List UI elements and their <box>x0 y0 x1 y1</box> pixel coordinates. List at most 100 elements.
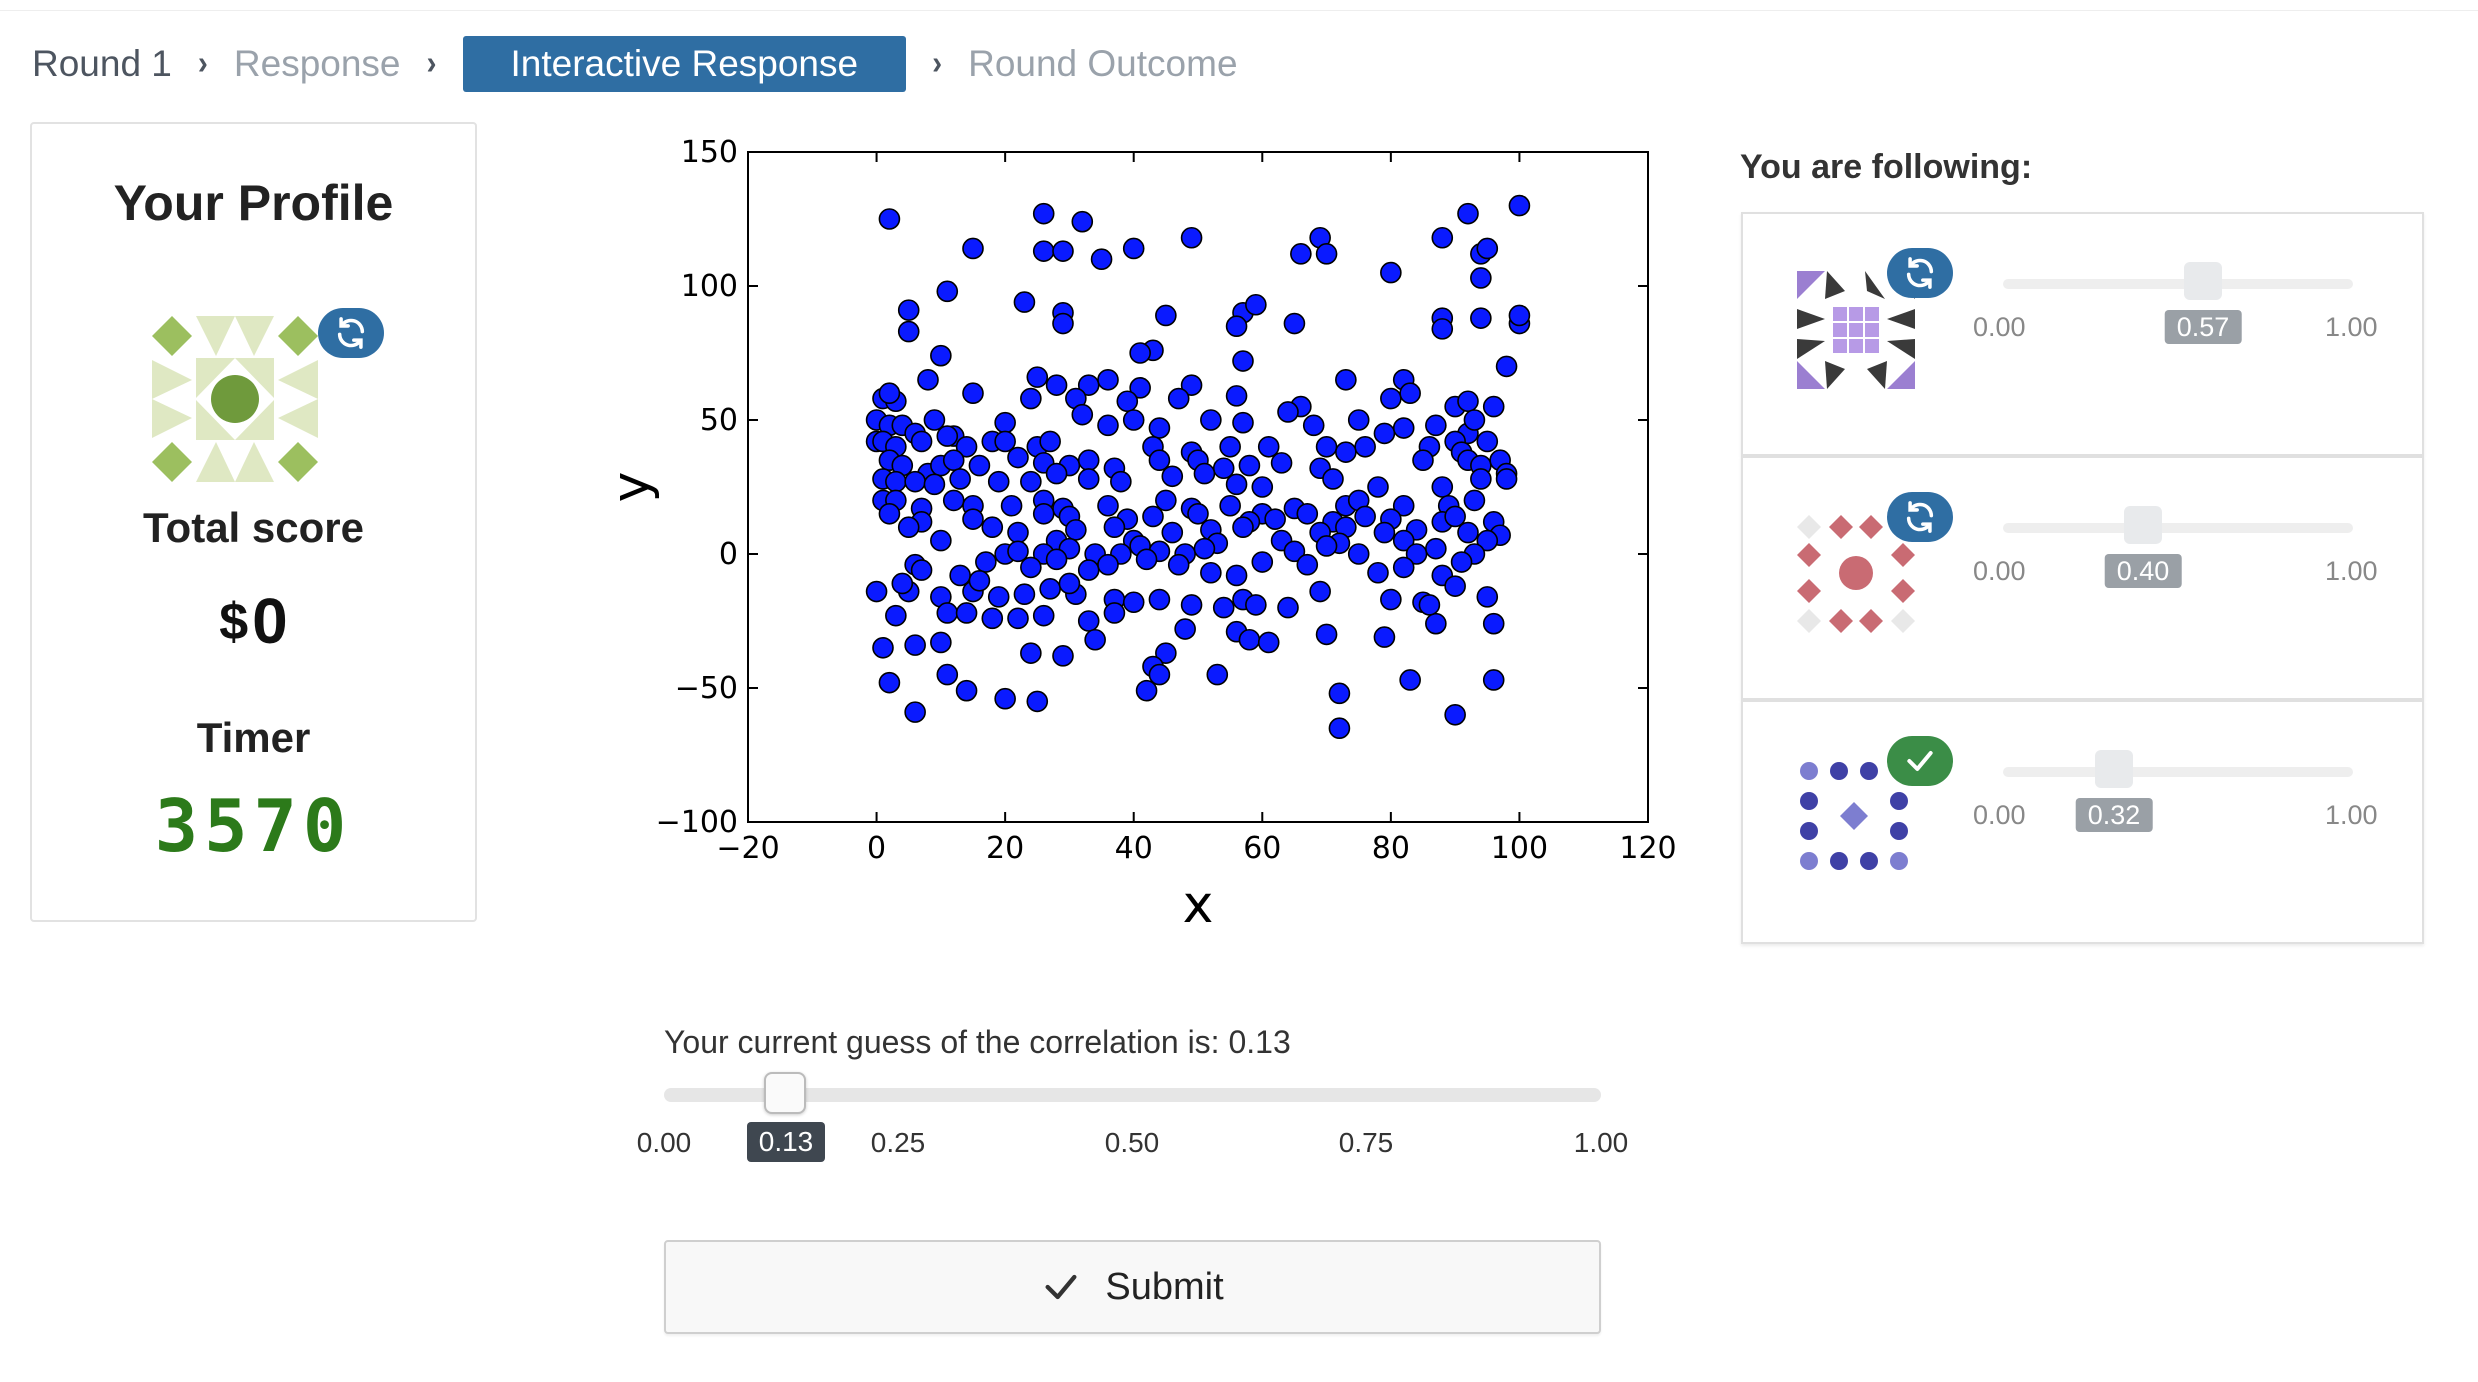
data-point <box>1238 628 1261 651</box>
breadcrumb-round-outcome: Round Outcome <box>968 43 1238 84</box>
data-point <box>1225 473 1248 496</box>
data-point <box>1296 502 1319 525</box>
data-point <box>968 454 991 477</box>
data-point <box>1000 494 1023 517</box>
slider-tick-label: 0.50 <box>1104 1127 1160 1158</box>
data-point <box>1052 312 1074 335</box>
data-point <box>1161 521 1184 544</box>
data-point <box>987 586 1010 608</box>
refresh-icon[interactable] <box>1887 248 1953 298</box>
x-tick-label: 120 <box>1619 831 1676 866</box>
data-point <box>1412 449 1434 472</box>
data-point <box>1026 690 1049 713</box>
data-point <box>949 564 971 587</box>
data-point <box>1431 318 1454 340</box>
timer-label: Timer <box>196 714 311 761</box>
data-point <box>1245 293 1267 316</box>
data-point <box>897 299 920 321</box>
data-point <box>930 344 952 367</box>
data-point <box>1354 505 1376 528</box>
submit-button[interactable]: Submit <box>664 1240 1601 1334</box>
data-point <box>897 516 920 539</box>
x-tick-label: 40 <box>1115 831 1153 866</box>
data-point <box>930 529 952 552</box>
slider-tick-label: 0.75 <box>1338 1127 1394 1158</box>
data-point <box>904 470 926 493</box>
data-point <box>1077 610 1100 632</box>
data-point <box>1148 588 1171 611</box>
data-point <box>1039 430 1061 453</box>
data-point <box>1399 382 1421 405</box>
data-point <box>1425 414 1447 437</box>
data-point <box>904 634 926 656</box>
data-point <box>1335 368 1357 391</box>
correlation-slider-track[interactable] <box>664 1088 1601 1102</box>
data-point <box>897 320 920 343</box>
data-point <box>1225 385 1248 407</box>
data-point <box>1232 516 1254 539</box>
chevron-right-icon: › <box>932 45 943 82</box>
chevron-right-icon: › <box>197 45 208 82</box>
data-point <box>1065 519 1087 541</box>
data-point <box>1444 575 1466 597</box>
currency-symbol: $ <box>219 593 249 651</box>
check-icon <box>1887 736 1953 786</box>
data-point <box>1084 628 1106 651</box>
data-point <box>1470 307 1492 329</box>
data-point <box>1039 578 1061 600</box>
slider-max-label: 1.00 <box>2325 556 2378 586</box>
data-point <box>1251 551 1274 573</box>
correlation-slider-thumb[interactable] <box>764 1072 806 1114</box>
data-point <box>923 473 946 496</box>
data-point <box>1470 468 1492 490</box>
data-point <box>1032 240 1055 262</box>
data-point <box>1482 669 1505 691</box>
data-point <box>1077 449 1100 472</box>
profile-title: Your Profile <box>113 175 394 231</box>
data-point <box>994 430 1016 453</box>
slider-value-badge: 0.57 <box>2164 310 2242 344</box>
data-point <box>1322 468 1344 490</box>
data-point <box>1232 350 1254 372</box>
refresh-icon[interactable] <box>318 308 384 358</box>
data-point <box>1077 559 1100 581</box>
data-point <box>942 489 965 512</box>
data-point <box>1148 663 1171 686</box>
breadcrumb-response: Response <box>233 43 401 84</box>
data-point <box>923 409 946 431</box>
x-tick-label: 0 <box>867 831 886 866</box>
data-point <box>1476 529 1499 552</box>
data-point <box>1264 508 1286 530</box>
data-point <box>1090 248 1113 270</box>
data-point <box>1116 390 1139 413</box>
data-point <box>1302 414 1325 437</box>
slider-max-label: 1.00 <box>2325 800 2378 830</box>
data-point <box>1148 449 1171 472</box>
data-point <box>1470 267 1492 289</box>
data-point <box>1392 417 1415 439</box>
data-point <box>1347 409 1370 431</box>
data-point <box>1193 462 1216 485</box>
data-point <box>1020 556 1042 579</box>
data-point <box>936 280 959 303</box>
data-point <box>1219 494 1241 517</box>
data-point <box>1296 553 1319 576</box>
data-point <box>1212 596 1235 619</box>
data-point <box>955 602 978 624</box>
data-point <box>1103 516 1126 539</box>
slider-tick-label: 1.00 <box>1573 1127 1629 1158</box>
slider-value-badge: 0.32 <box>2075 798 2153 832</box>
data-point <box>1225 564 1248 587</box>
data-point <box>891 572 914 595</box>
data-point <box>1180 594 1203 616</box>
data-point <box>1495 468 1518 490</box>
data-point <box>1032 604 1055 627</box>
refresh-icon[interactable] <box>1887 492 1953 542</box>
data-point <box>872 636 894 659</box>
data-point <box>878 382 901 405</box>
data-point <box>1071 210 1094 233</box>
data-point <box>1315 435 1338 458</box>
weight-slider-track <box>2003 279 2353 289</box>
breadcrumb-round: Round 1 <box>32 43 172 84</box>
data-point <box>1161 465 1184 488</box>
